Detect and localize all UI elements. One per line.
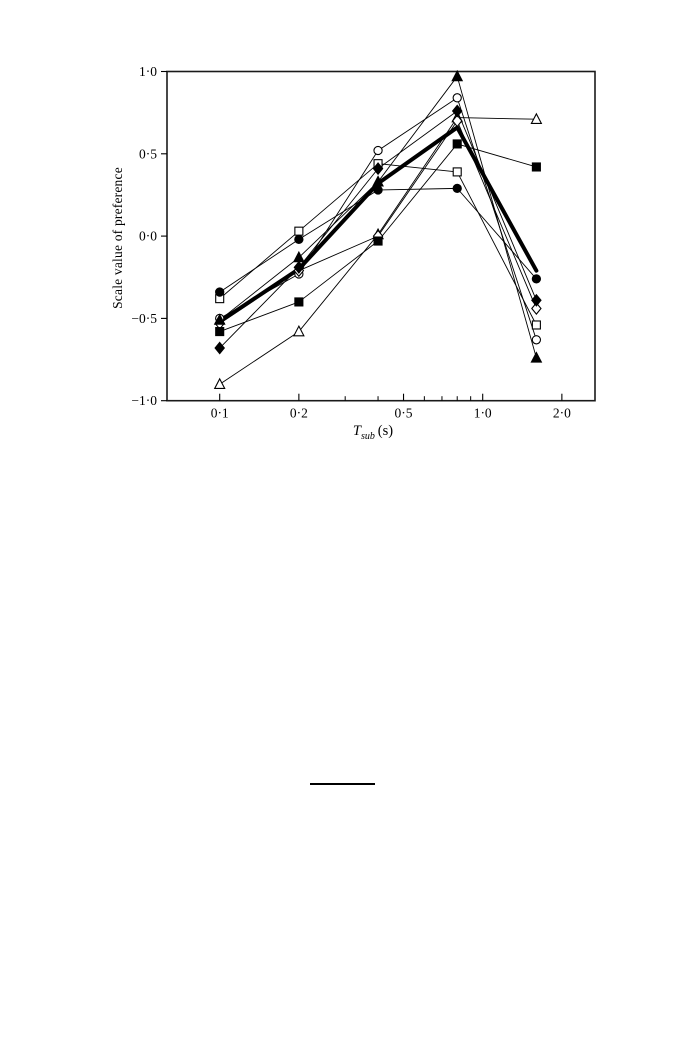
marker-filled-circle (373, 185, 383, 195)
x-tick-label: 2·0 (553, 406, 571, 421)
marker-filled-square (215, 327, 225, 337)
marker-filled-triangle (372, 175, 384, 187)
marker-filled-triangle (213, 313, 226, 325)
marker-filled-diamond (293, 260, 305, 274)
marker-open-diamond (531, 302, 542, 315)
marker-open-square (531, 320, 541, 330)
marker-filled-circle (294, 234, 304, 245)
marker-open-triangle (213, 377, 226, 389)
horizontal-rule (310, 783, 375, 785)
x-tick-label: 1·0 (474, 406, 492, 421)
y-axis-title: Scale value of preference (110, 167, 125, 309)
marker-open-diamond (451, 114, 463, 128)
marker-open-triangle (530, 112, 543, 124)
marker-open-triangle (292, 324, 305, 337)
x-tick-label: 0·1 (211, 406, 229, 421)
marker-filled-circle (215, 287, 225, 297)
y-tick-label: 0·5 (139, 146, 157, 161)
marker-open-circle (452, 93, 462, 103)
x-tick-label: 0·5 (395, 406, 413, 421)
y-tick-label: −0·5 (131, 311, 157, 326)
marker-filled-square (452, 139, 462, 149)
marker-filled-triangle (292, 250, 305, 263)
marker-open-square (452, 167, 462, 177)
marker-filled-diamond (214, 341, 226, 355)
marker-filled-diamond (451, 104, 463, 118)
marker-filled-diamond (372, 162, 384, 176)
marker-filled-square (373, 236, 383, 246)
series-line-open-triangle (219, 117, 537, 385)
marker-open-circle (373, 145, 383, 156)
x-axis-title: Tsub (s) (353, 423, 393, 442)
y-tick-label: 1·0 (139, 64, 157, 79)
marker-open-circle (531, 335, 542, 345)
marker-filled-square (294, 297, 304, 307)
marker-filled-square (531, 162, 541, 172)
x-axis-symbol: T (352, 423, 361, 439)
y-tick-label: 0·0 (139, 229, 157, 244)
marker-filled-triangle (530, 351, 543, 363)
x-axis-unit: (s) (377, 423, 394, 439)
marker-filled-triangle (451, 69, 464, 82)
marker-filled-circle (452, 183, 462, 194)
series-line-open-circle (219, 97, 537, 341)
y-tick-label: −1·0 (131, 393, 157, 408)
x-tick-label: 0·2 (290, 406, 308, 421)
marker-open-square (294, 226, 304, 236)
marker-filled-circle (531, 274, 542, 284)
x-axis-subscript: sub (360, 430, 375, 442)
marker-filled-diamond (531, 293, 542, 307)
